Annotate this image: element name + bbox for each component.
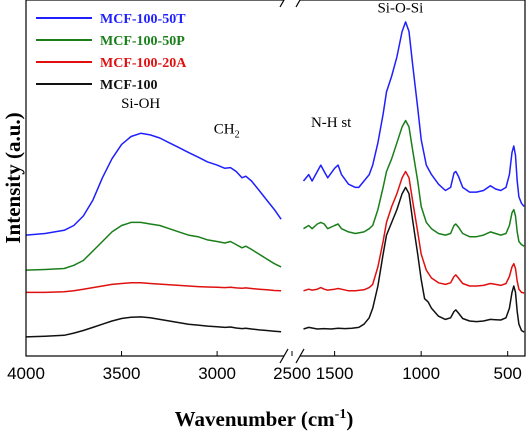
series-line-right-2	[303, 170, 525, 294]
series-line-left-2	[26, 282, 282, 294]
y-axis-label: Intensity (a.u.)	[1, 112, 25, 243]
annotations: Si-OH CH2 N-H st Si-O-Si	[121, 0, 423, 140]
annotation-text: Si-OH	[121, 96, 160, 112]
x-axis-label-close: )	[346, 407, 353, 431]
x-axis-label-main: Wavenumber (cm	[175, 407, 336, 431]
annotation-text: Si-O-Si	[377, 0, 423, 16]
plot-frame	[25, 0, 526, 357]
series-line-right-3	[303, 186, 525, 333]
x-tick-label: 500	[494, 364, 522, 383]
x-tick-label: 1500	[316, 364, 354, 383]
annotation-text: N-H st	[311, 115, 352, 131]
plot-series	[25, 21, 525, 338]
annotation-text: CH	[214, 121, 235, 137]
series-line-right-0	[302, 21, 525, 207]
legend: MCF-100-50T MCF-100-50P MCF-100-20A MCF-100	[36, 12, 187, 93]
legend-label: MCF-100-50T	[100, 12, 186, 27]
x-tick-label: 3500	[103, 364, 141, 383]
x-tick-label: 1000	[402, 364, 440, 383]
series-line-left-0	[25, 132, 282, 236]
series-line-right-1	[303, 119, 525, 247]
axis-break-mark-top-1	[279, 0, 285, 8]
x-tick-label: 4000	[7, 364, 45, 383]
x-tick-label: 3000	[198, 364, 236, 383]
annotation-subscript: 2	[235, 129, 240, 140]
axes	[25, 0, 526, 364]
x-axis-label-sup: -1	[335, 407, 347, 422]
legend-label: MCF-100	[100, 78, 158, 93]
x-tick-label: 2500	[273, 364, 311, 383]
x-axis-label: Wavenumber (cm-1)	[175, 407, 354, 431]
axis-break-mark-bottom-1	[279, 348, 289, 364]
axis-break-mark-bottom-2	[295, 348, 305, 364]
legend-label: MCF-100-20A	[100, 56, 187, 71]
series-line-left-3	[25, 316, 282, 338]
x-ticks: 4000 3500 3000 2500 1500 1000 500	[7, 351, 522, 383]
annotation-label: N-H st	[311, 115, 352, 131]
annotation-label: Si-OH	[121, 96, 160, 112]
legend-label: MCF-100-50P	[100, 34, 185, 49]
annotation-label: Si-O-Si	[377, 0, 423, 16]
series-line-left-1	[25, 221, 282, 271]
axis-break-mark-top-2	[295, 0, 301, 8]
annotation-label: CH2	[214, 121, 240, 140]
